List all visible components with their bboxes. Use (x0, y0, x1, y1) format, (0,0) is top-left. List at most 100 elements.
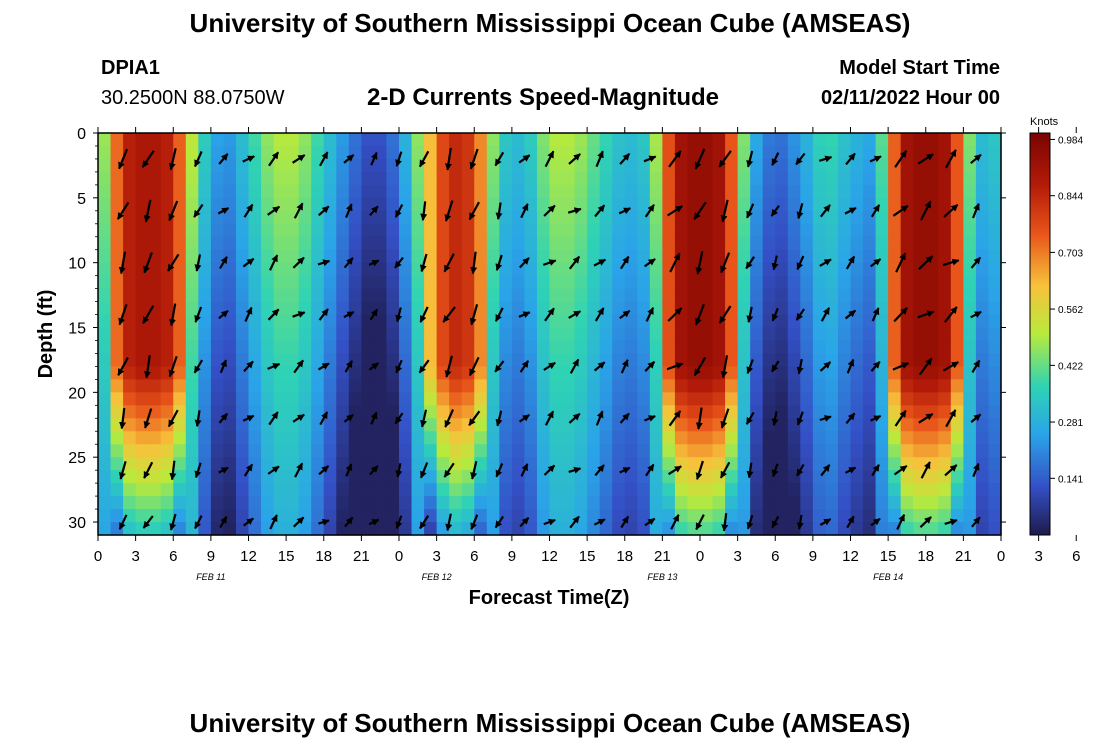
heat-cell (298, 275, 312, 290)
heat-cell (800, 379, 814, 393)
heat-cell (900, 444, 914, 458)
x-tick-label: 3 (733, 548, 741, 565)
heat-cell (486, 133, 500, 147)
heat-cell (925, 418, 939, 432)
heat-cell (812, 392, 827, 406)
heat-cell (837, 236, 852, 251)
heat-cell (399, 392, 413, 406)
heat-cell (637, 184, 651, 199)
heat-cell (248, 431, 262, 445)
heat-cell (612, 288, 626, 303)
heat-cell (637, 223, 651, 238)
heat-cell (361, 457, 375, 471)
current-arrow (243, 203, 254, 218)
heat-cell (812, 522, 827, 536)
heat-cell (975, 431, 990, 445)
heat-cell (988, 444, 1002, 458)
heat-cell (424, 457, 438, 471)
heat-cell (499, 522, 513, 536)
heat-cell (750, 236, 764, 251)
heat-cell (549, 171, 563, 186)
heat-cell (612, 327, 626, 342)
heat-cell (712, 431, 726, 445)
heat-cell (399, 133, 413, 147)
heat-cell (950, 379, 964, 393)
heat-cell (323, 171, 337, 186)
heat-cell (148, 353, 162, 368)
current-arrow (419, 515, 430, 530)
heat-cell (160, 275, 174, 290)
heat-cell (825, 314, 839, 329)
heat-cell (762, 249, 776, 264)
heat-cell (424, 509, 438, 523)
heat-cell (273, 431, 287, 445)
heat-cell (687, 457, 701, 471)
heat-cell (223, 496, 237, 510)
heat-cell (725, 444, 739, 458)
heat-cell (98, 444, 112, 458)
current-arrow (292, 256, 305, 269)
heat-cell (549, 431, 563, 445)
heat-cell (888, 470, 902, 484)
heat-cell (775, 275, 789, 290)
heat-cell (110, 327, 124, 342)
heat-cell (198, 431, 212, 445)
heat-cell (674, 158, 689, 173)
heat-cell (273, 314, 287, 329)
heat-cell (110, 392, 124, 406)
current-arrow (819, 204, 831, 218)
heat-cell (825, 288, 839, 303)
heat-cell (449, 457, 463, 471)
heat-cell (110, 288, 124, 303)
heat-cell (348, 133, 362, 147)
heat-cell (511, 275, 526, 290)
heat-cell (787, 236, 801, 251)
heat-cell (461, 496, 475, 510)
heat-cell (587, 509, 601, 523)
heat-cell (963, 392, 977, 406)
heat-cell (775, 366, 789, 380)
heat-cell (436, 171, 450, 186)
heat-cell (424, 470, 438, 484)
heat-cell (135, 509, 149, 523)
y-tick-label: 25 (68, 450, 86, 467)
heat-cell (286, 379, 300, 393)
heat-cell (938, 288, 952, 303)
heat-cell (474, 483, 488, 497)
heat-cell (123, 483, 137, 497)
current-arrow (845, 255, 856, 270)
heat-cell (424, 197, 438, 212)
heat-cell (235, 405, 250, 419)
heat-cell (336, 145, 350, 160)
heat-cell (536, 171, 551, 186)
heat-cell (411, 223, 425, 238)
heat-cell (411, 145, 425, 160)
heat-cell (235, 145, 250, 160)
heat-cell (273, 158, 287, 173)
heat-cell (499, 340, 513, 355)
heat-cell (474, 340, 488, 355)
heat-cell (712, 171, 726, 186)
heat-cell (185, 379, 199, 393)
heat-cell (210, 275, 225, 290)
heat-cell (386, 431, 400, 445)
heat-cell (988, 353, 1002, 368)
current-arrow (594, 464, 605, 477)
heat-cell (875, 418, 889, 432)
x-tick-label: 18 (315, 548, 332, 565)
heat-cell (624, 327, 638, 342)
heat-cell (185, 340, 199, 355)
heat-cell (386, 509, 400, 523)
heat-cell (486, 236, 500, 251)
heat-cell (712, 184, 726, 199)
heat-cell (825, 184, 839, 199)
heat-cell (536, 223, 551, 238)
current-arrow (745, 256, 756, 270)
heat-cell (160, 171, 174, 186)
heat-cell (900, 236, 914, 251)
heat-cell (612, 184, 626, 199)
heat-cell (900, 275, 914, 290)
heat-cell (536, 483, 551, 497)
current-arrow (169, 513, 177, 531)
colorbar-tick-label: 0.984 (1058, 135, 1083, 146)
